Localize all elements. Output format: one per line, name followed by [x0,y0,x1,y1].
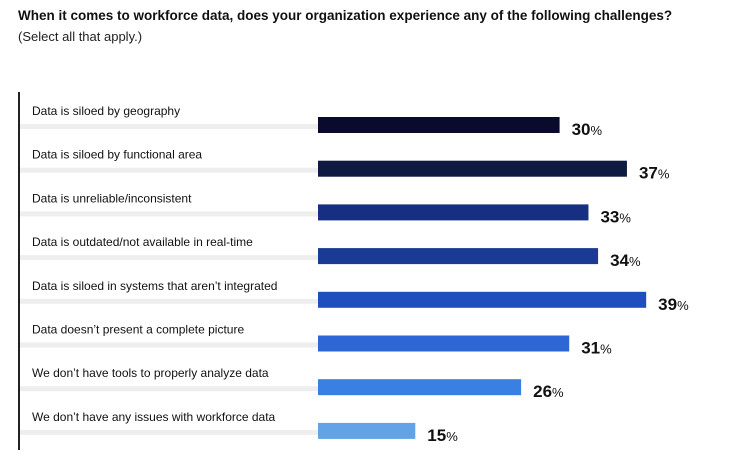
row-separator [20,211,318,217]
row-separator [20,342,318,348]
row-separator [20,429,318,435]
value-label: 39% [658,295,689,314]
category-label: Data is siloed by geography [32,104,180,118]
bar [318,204,589,221]
category-label: Data is outdated/not available in real-t… [32,235,253,249]
bar [318,248,599,265]
chart-title: When it comes to workforce data, does yo… [18,8,673,23]
category-label: Data is siloed in systems that aren’t in… [32,279,277,293]
row-separator [20,255,318,261]
category-label: Data is unreliable/inconsistent [32,191,192,205]
bar [318,422,416,439]
row-separator [20,124,318,129]
chart-subtitle: (Select all that apply.) [18,29,143,44]
row-separator [20,386,318,392]
bar [318,291,647,308]
row-separator [20,298,318,304]
value-label: 34% [610,251,641,270]
value-label: 31% [581,339,612,358]
value-label: 30% [572,120,603,139]
category-label: Data doesn’t present a complete picture [32,323,244,337]
value-label: 15% [427,426,458,445]
category-label: We don’t have tools to properly analyze … [32,366,269,380]
value-label: 33% [600,207,631,226]
bar [318,335,570,352]
axis-line [18,92,20,450]
category-label: Data is siloed by functional area [32,148,202,162]
row-separator [20,167,318,173]
bar [318,117,560,133]
value-label: 26% [533,382,564,401]
bar [318,160,627,177]
category-label: We don’t have any issues with workforce … [32,410,276,424]
bar [318,379,522,396]
value-label: 37% [639,164,670,183]
